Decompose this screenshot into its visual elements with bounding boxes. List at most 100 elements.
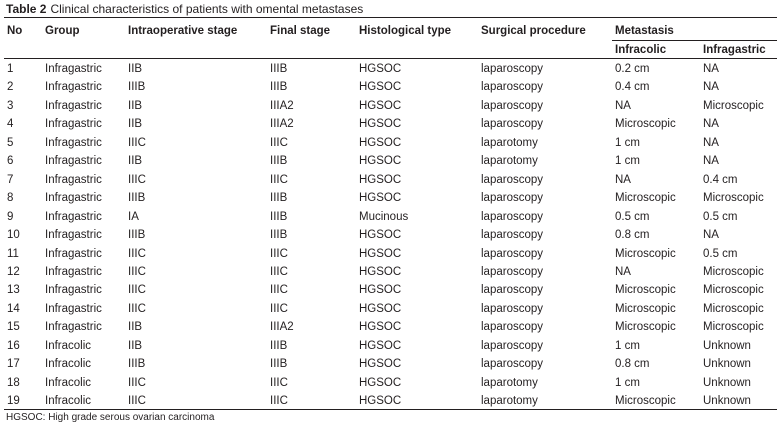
cell-group: Infragastric — [45, 155, 102, 168]
cell-infracolic: 0.8 cm — [615, 229, 650, 242]
cell-infragastric: Microscopic — [703, 284, 764, 297]
cell-surgical-procedure: laparoscopy — [481, 63, 544, 75]
cell-final-stage: IIIA2 — [270, 321, 294, 334]
cell-no: 17 — [7, 358, 20, 371]
header-no: No — [7, 25, 23, 37]
cell-infragastric: NA — [703, 136, 719, 149]
cell-histological-type: HGSOC — [359, 192, 402, 205]
cell-infragastric: Unknown — [703, 376, 751, 389]
table-row: 17 Infracolic IIIB IIIB HGSOC laparoscopy 0.8 … — [0, 355, 781, 374]
cell-infragastric: Microscopic — [703, 99, 764, 112]
top-rule — [4, 17, 777, 18]
cell-infragastric: NA — [703, 155, 719, 168]
cell-final-stage: IIIB — [270, 339, 288, 352]
cell-group: Infragastric — [45, 210, 102, 223]
cell-no: 10 — [7, 229, 20, 242]
header-infracolic: Infracolic — [615, 44, 667, 56]
cell-infracolic: Microscopic — [615, 321, 676, 334]
cell-intraoperative-stage: IIIB — [128, 358, 146, 371]
cell-surgical-procedure: laparoscopy — [481, 284, 544, 297]
cell-no: 8 — [7, 192, 14, 205]
cell-histological-type: HGSOC — [359, 376, 402, 389]
cell-surgical-procedure: laparoscopy — [481, 173, 544, 186]
cell-final-stage: IIIC — [270, 173, 288, 186]
cell-infracolic: 0.2 cm — [615, 63, 650, 75]
cell-infracolic: Microscopic — [615, 284, 676, 297]
cell-final-stage: IIIB — [270, 63, 288, 75]
cell-group: Infragastric — [45, 173, 102, 186]
table-row: 10 Infragastric IIIB IIIB HGSOC laparoscopy 0.… — [0, 226, 781, 245]
cell-infragastric: Unknown — [703, 395, 751, 408]
header-rule — [4, 58, 777, 59]
cell-infragastric: Unknown — [703, 358, 751, 371]
cell-surgical-procedure: laparoscopy — [481, 247, 544, 260]
cell-group: Infragastric — [45, 302, 102, 315]
cell-final-stage: IIIB — [270, 210, 288, 223]
table-row: 16 Infracolic IIB IIIB HGSOC laparoscopy 1 cm U… — [0, 337, 781, 356]
cell-surgical-procedure: laparotomy — [481, 395, 538, 408]
cell-histological-type: HGSOC — [359, 302, 402, 315]
cell-infracolic: Microscopic — [615, 302, 676, 315]
table-row: 12 Infragastric IIIC IIIC HGSOC laparoscopy NA… — [0, 263, 781, 282]
cell-intraoperative-stage: IIIB — [128, 81, 146, 94]
table-row: 11 Infragastric IIIC IIIC HGSOC laparoscopy Mi… — [0, 245, 781, 264]
table-row: 8 Infragastric IIIB IIIB HGSOC laparoscopy Mic… — [0, 189, 781, 208]
cell-histological-type: HGSOC — [359, 284, 402, 297]
table-row: 13 Infragastric IIIC IIIC HGSOC laparoscopy Mi… — [0, 281, 781, 300]
cell-infracolic: 1 cm — [615, 155, 640, 168]
cell-final-stage: IIIA2 — [270, 99, 294, 112]
cell-intraoperative-stage: IIIC — [128, 265, 146, 278]
cell-group: Infragastric — [45, 63, 102, 75]
cell-histological-type: HGSOC — [359, 358, 402, 371]
cell-no: 4 — [7, 118, 14, 131]
cell-group: Infragastric — [45, 118, 102, 131]
cell-infracolic: NA — [615, 173, 631, 186]
cell-no: 6 — [7, 155, 14, 168]
cell-histological-type: HGSOC — [359, 155, 402, 168]
header-infragastric: Infragastric — [703, 44, 766, 56]
header-group: Group — [45, 25, 80, 37]
table-row: 6 Infragastric IIB IIIB HGSOC laparotomy 1 cm N… — [0, 152, 781, 171]
table-row: 3 Infragastric IIB IIIA2 HGSOC laparoscopy NA M… — [0, 97, 781, 116]
cell-surgical-procedure: laparoscopy — [481, 118, 544, 131]
cell-no: 13 — [7, 284, 20, 297]
cell-final-stage: IIIB — [270, 229, 288, 242]
table-row: 9 Infragastric IA IIIB Mucinous laparoscopy 0.… — [0, 208, 781, 227]
cell-no: 11 — [7, 247, 19, 260]
cell-infragastric: Microscopic — [703, 265, 764, 278]
table-row: 7 Infragastric IIIC IIIC HGSOC laparoscopy NA 0… — [0, 171, 781, 190]
cell-final-stage: IIIB — [270, 155, 288, 168]
cell-histological-type: HGSOC — [359, 229, 402, 242]
cell-no: 12 — [7, 265, 20, 278]
cell-group: Infracolic — [45, 376, 92, 389]
cell-surgical-procedure: laparotomy — [481, 136, 538, 149]
cell-intraoperative-stage: IIIC — [128, 173, 146, 186]
cell-infracolic: NA — [615, 265, 631, 278]
cell-infragastric: 0.5 cm — [703, 247, 738, 260]
cell-infracolic: 0.4 cm — [615, 81, 650, 94]
cell-group: Infragastric — [45, 265, 102, 278]
cell-histological-type: HGSOC — [359, 136, 402, 149]
cell-histological-type: HGSOC — [359, 118, 402, 131]
cell-no: 18 — [7, 376, 20, 389]
cell-infracolic: 1 cm — [615, 136, 640, 149]
cell-infragastric: 0.4 cm — [703, 173, 738, 186]
cell-no: 9 — [7, 210, 14, 223]
cell-final-stage: IIIA2 — [270, 118, 294, 131]
table-row: 18 Infracolic IIIC IIIC HGSOC laparotomy 1 cm U… — [0, 374, 781, 393]
cell-group: Infragastric — [45, 247, 102, 260]
cell-group: Infracolic — [45, 358, 92, 371]
cell-infragastric: Microscopic — [703, 321, 764, 334]
cell-infracolic: Microscopic — [615, 118, 676, 131]
cell-final-stage: IIIC — [270, 395, 288, 408]
cell-surgical-procedure: laparotomy — [481, 376, 538, 389]
cell-group: Infragastric — [45, 284, 102, 297]
cell-final-stage: IIIB — [270, 192, 288, 205]
cell-intraoperative-stage: IIB — [128, 63, 143, 75]
cell-surgical-procedure: laparoscopy — [481, 210, 544, 223]
cell-infragastric: NA — [703, 63, 719, 75]
cell-intraoperative-stage: IIB — [128, 99, 143, 112]
cell-histological-type: HGSOC — [359, 265, 402, 278]
header-final-stage: Final stage — [270, 25, 331, 37]
cell-group: Infracolic — [45, 339, 92, 352]
